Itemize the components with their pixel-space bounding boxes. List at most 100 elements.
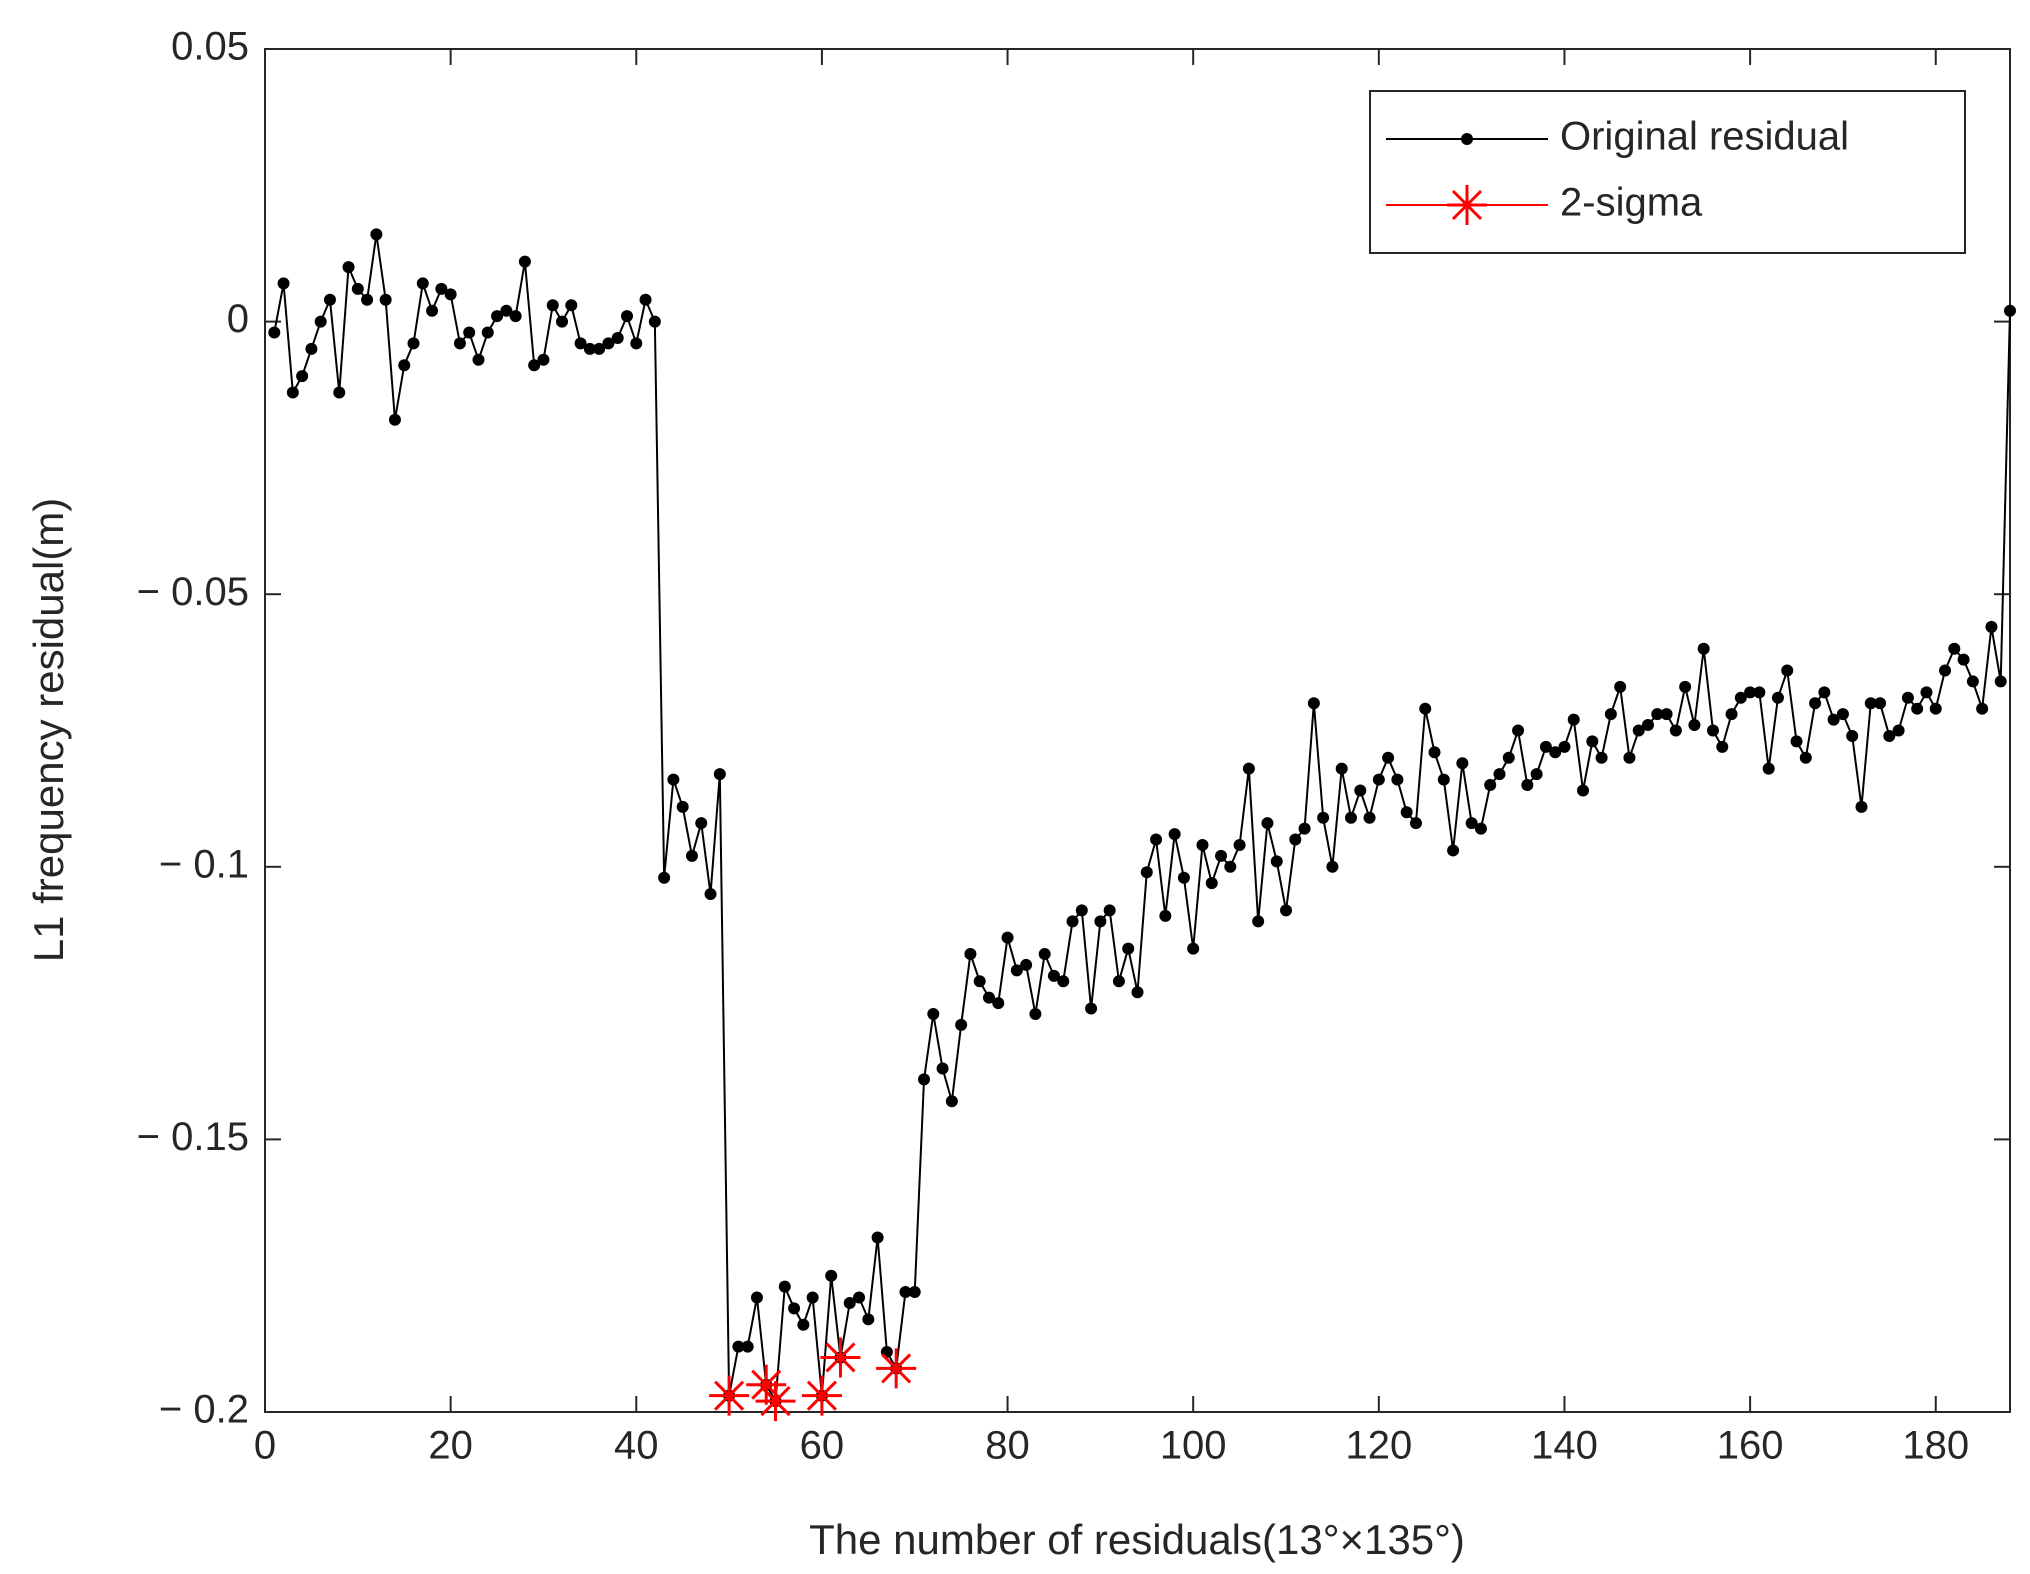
y-tick-label: 0.05: [171, 25, 249, 69]
data-point: [1595, 751, 1608, 764]
data-point: [1010, 964, 1023, 977]
data-point: [1066, 915, 1079, 928]
data-line: [273, 234, 2011, 1405]
data-point: [871, 1231, 884, 1244]
data-point: [1428, 746, 1441, 759]
data-point: [1140, 866, 1153, 879]
data-point: [1632, 724, 1645, 737]
data-point: [1057, 975, 1070, 988]
legend-box: [1369, 90, 1966, 254]
data-point: [1558, 740, 1571, 753]
data-point: [1874, 697, 1887, 710]
data-point: [1261, 817, 1274, 830]
data-point: [1651, 708, 1664, 721]
data-point: [732, 1340, 745, 1353]
data-point: [379, 293, 392, 306]
y-tick-label: − 0.2: [159, 1388, 249, 1432]
data-point: [1994, 675, 2007, 688]
data-point: [1150, 833, 1163, 846]
data-point: [1771, 691, 1784, 704]
data-point: [1020, 958, 1033, 971]
data-point: [1215, 849, 1228, 862]
legend-marker: [1461, 133, 1473, 145]
data-point: [1465, 817, 1478, 830]
data-point: [1177, 871, 1190, 884]
data-point: [1939, 664, 1952, 677]
data-point: [1094, 915, 1107, 928]
data-point: [1818, 686, 1831, 699]
data-point: [593, 342, 606, 355]
data-point: [1567, 713, 1580, 726]
data-point: [574, 337, 587, 350]
data-point: [1484, 779, 1497, 792]
data-point: [746, 1364, 787, 1405]
data-point: [1363, 811, 1376, 824]
data-point: [1252, 915, 1265, 928]
data-point: [704, 888, 717, 901]
data-point: [1437, 773, 1450, 786]
data-point: [1289, 833, 1302, 846]
x-tick-label: 120: [1345, 1424, 1412, 1468]
data-point: [1521, 779, 1534, 792]
data-point: [1307, 697, 1320, 710]
y-axis-label: L1 frequency residual(m): [25, 498, 72, 963]
data-point: [463, 326, 476, 339]
data-point: [1623, 751, 1636, 764]
data-point: [1047, 969, 1060, 982]
data-point: [1474, 822, 1487, 835]
data-point: [277, 277, 290, 290]
data-point: [1864, 697, 1877, 710]
data-point: [806, 1291, 819, 1304]
data-point: [1075, 904, 1088, 917]
data-point: [1456, 757, 1469, 770]
data-point: [1112, 975, 1125, 988]
data-point: [1911, 702, 1924, 715]
data-point: [1493, 768, 1506, 781]
data-point: [1038, 948, 1051, 961]
data-point: [1892, 724, 1905, 737]
data-point: [1688, 719, 1701, 732]
y-tick-label: − 0.15: [137, 1115, 249, 1159]
data-point: [2004, 304, 2016, 317]
data-point: [918, 1073, 931, 1086]
data-point: [398, 359, 411, 372]
data-point: [1855, 800, 1868, 813]
data-point: [908, 1286, 921, 1299]
data-point: [611, 331, 624, 344]
data-point: [1419, 702, 1432, 715]
data-point: [407, 337, 420, 350]
data-point: [1883, 729, 1896, 742]
data-point: [333, 386, 346, 399]
data-point: [1372, 773, 1385, 786]
data-point: [741, 1340, 754, 1353]
data-point: [788, 1302, 801, 1315]
data-point: [1502, 751, 1515, 764]
data-point: [1716, 740, 1729, 753]
data-point: [1725, 708, 1738, 721]
data-point: [1122, 942, 1135, 955]
data-point: [1642, 719, 1655, 732]
data-point: [1549, 746, 1562, 759]
x-tick-label: 40: [614, 1424, 659, 1468]
data-point: [1196, 838, 1209, 851]
x-tick-label: 60: [800, 1424, 845, 1468]
data-point: [1957, 653, 1970, 666]
data-point: [1539, 740, 1552, 753]
data-point: [500, 304, 513, 317]
data-point: [1409, 817, 1422, 830]
data-point: [936, 1062, 949, 1075]
data-point: [565, 299, 578, 312]
data-point: [351, 282, 364, 295]
data-point: [750, 1291, 763, 1304]
data-point: [797, 1318, 810, 1331]
data-point: [1985, 620, 1998, 633]
data-point: [685, 849, 698, 862]
data-point: [1001, 931, 1014, 944]
data-point: [305, 342, 318, 355]
data-point: [1103, 904, 1116, 917]
data-point: [1762, 762, 1775, 775]
data-point: [945, 1095, 958, 1108]
data-point: [1159, 909, 1172, 922]
data-point: [556, 315, 569, 328]
data-point: [1029, 1008, 1042, 1021]
